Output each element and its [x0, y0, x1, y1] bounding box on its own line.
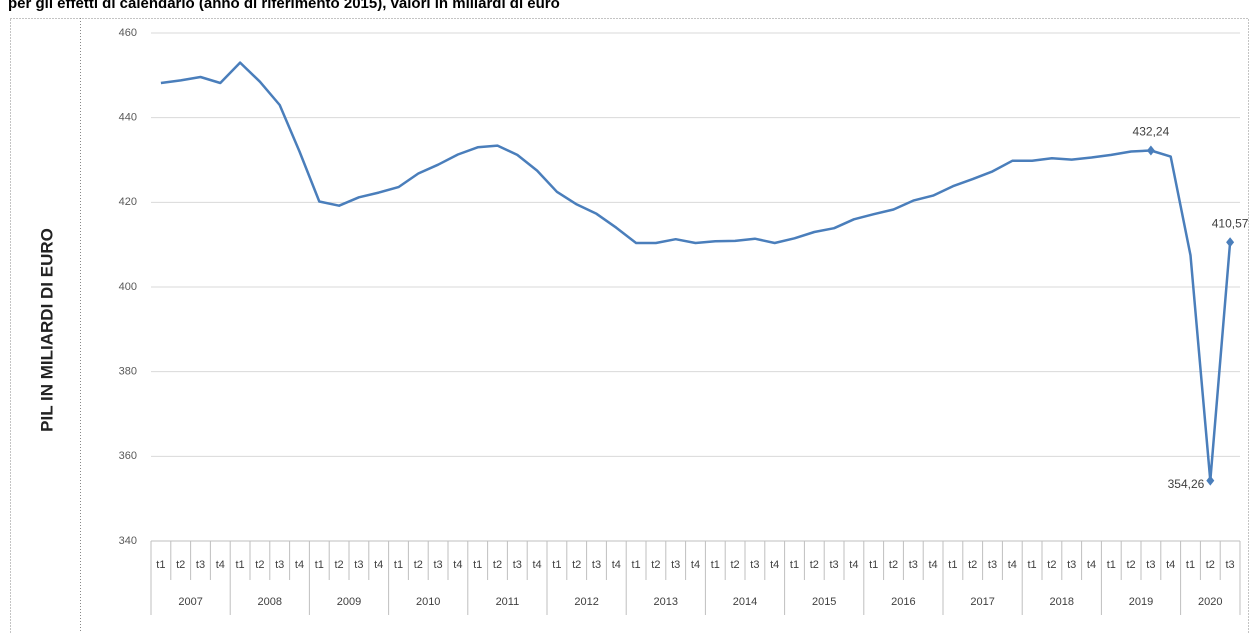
x-tick-label: t4 — [929, 559, 938, 571]
x-tick-label: t2 — [255, 559, 264, 571]
x-tick-label: t3 — [988, 559, 997, 571]
x-tick-label: t1 — [394, 559, 403, 571]
x-tick-label: t1 — [869, 559, 878, 571]
data-label: 354,26 — [1168, 477, 1205, 491]
year-label: 2020 — [1198, 596, 1222, 608]
x-tick-label: t2 — [572, 559, 581, 571]
x-tick-label: t4 — [612, 559, 621, 571]
x-tick-label: t3 — [434, 559, 443, 571]
chart-title: per gli effetti di calendario (anno di r… — [8, 0, 560, 12]
x-tick-label: t2 — [810, 559, 819, 571]
year-label: 2019 — [1129, 596, 1153, 608]
x-tick-label: t1 — [473, 559, 482, 571]
x-tick-label: t3 — [1067, 559, 1076, 571]
year-label: 2015 — [812, 596, 836, 608]
x-tick-label: t3 — [513, 559, 522, 571]
point-marker — [1146, 145, 1155, 156]
x-tick-label: t1 — [790, 559, 799, 571]
x-tick-label: t1 — [1107, 559, 1116, 571]
year-label: 2014 — [733, 596, 757, 608]
x-tick-label: t4 — [770, 559, 779, 571]
year-label: 2018 — [1050, 596, 1074, 608]
x-tick-label: t1 — [711, 559, 720, 571]
x-tick-label: t2 — [414, 559, 423, 571]
x-tick-label: t4 — [533, 559, 542, 571]
x-tick-label: t4 — [1166, 559, 1175, 571]
x-tick-label: t4 — [374, 559, 383, 571]
x-tick-label: t2 — [731, 559, 740, 571]
y-tick-label: 440 — [119, 112, 137, 124]
x-tick-label: t4 — [1008, 559, 1017, 571]
year-label: 2007 — [178, 596, 202, 608]
x-tick-label: t2 — [889, 559, 898, 571]
x-tick-label: t2 — [493, 559, 502, 571]
x-tick-label: t3 — [1146, 559, 1155, 571]
year-label: 2013 — [654, 596, 678, 608]
x-tick-label: t2 — [968, 559, 977, 571]
x-tick-label: t2 — [1047, 559, 1056, 571]
y-tick-label: 340 — [119, 535, 137, 547]
year-label: 2009 — [337, 596, 361, 608]
x-tick-label: t3 — [354, 559, 363, 571]
x-tick-label: t1 — [315, 559, 324, 571]
year-label: 2017 — [970, 596, 994, 608]
x-tick-label: t3 — [830, 559, 839, 571]
x-tick-label: t1 — [552, 559, 561, 571]
x-tick-label: t1 — [1186, 559, 1195, 571]
y-tick-label: 460 — [119, 27, 137, 39]
x-tick-label: t4 — [1087, 559, 1096, 571]
x-tick-label: t1 — [948, 559, 957, 571]
x-tick-label: t3 — [275, 559, 284, 571]
frame — [10, 18, 1249, 638]
x-tick-label: t3 — [592, 559, 601, 571]
year-label: 2011 — [496, 596, 520, 608]
x-tick-label: t4 — [216, 559, 225, 571]
x-tick-label: t3 — [196, 559, 205, 571]
y-tick-label: 420 — [119, 196, 137, 208]
x-tick-label: t2 — [1206, 559, 1215, 571]
x-tick-label: t1 — [156, 559, 165, 571]
data-line — [160, 61, 1232, 482]
point-marker — [1226, 237, 1235, 248]
y-axis-label: PIL IN MILIARDI DI EURO — [37, 228, 56, 432]
x-tick-label: t3 — [750, 559, 759, 571]
x-tick-label: t4 — [849, 559, 858, 571]
x-tick-label: t3 — [909, 559, 918, 571]
x-tick-label: t2 — [651, 559, 660, 571]
x-tick-label: t2 — [1127, 559, 1136, 571]
x-tick-label: t3 — [1226, 559, 1235, 571]
x-tick-label: t2 — [176, 559, 185, 571]
x-tick-label: t4 — [691, 559, 700, 571]
data-label: 410,57 — [1212, 216, 1249, 230]
year-label: 2016 — [891, 596, 915, 608]
x-tick-label: t1 — [1028, 559, 1037, 571]
y-tick-label: 360 — [119, 450, 137, 462]
x-tick-label: t4 — [295, 559, 304, 571]
point-marker — [1206, 475, 1215, 486]
y-tick-label: 380 — [119, 366, 137, 378]
data-label: 432,24 — [1133, 125, 1170, 139]
year-label: 2008 — [258, 596, 282, 608]
year-label: 2012 — [574, 596, 598, 608]
x-tick-label: t4 — [453, 559, 462, 571]
x-tick-label: t1 — [236, 559, 245, 571]
x-tick-label: t1 — [632, 559, 641, 571]
y-tick-label: 400 — [119, 281, 137, 293]
x-tick-label: t3 — [671, 559, 680, 571]
year-label: 2010 — [416, 596, 440, 608]
x-tick-label: t2 — [335, 559, 344, 571]
